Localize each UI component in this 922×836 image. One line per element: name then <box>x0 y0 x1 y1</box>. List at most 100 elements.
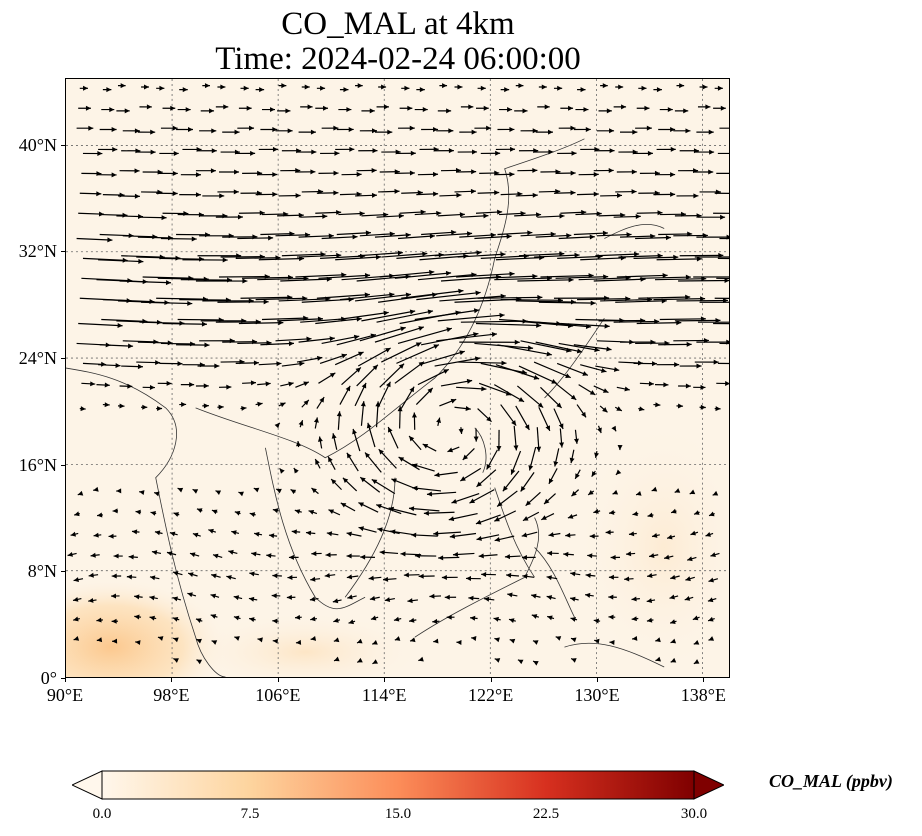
wind-vector <box>573 344 612 351</box>
wind-vector-head <box>204 342 210 348</box>
lat-tick-label: 0° <box>40 668 57 688</box>
wind-vector-head <box>368 575 374 581</box>
wind-vector-head <box>243 85 249 91</box>
wind-vector-head <box>165 280 172 286</box>
wind-vector-head <box>593 171 599 177</box>
wind-vector-head <box>471 129 477 135</box>
wind-vector-head <box>85 105 91 111</box>
wind-vector-head <box>405 292 412 298</box>
wind-vector <box>518 253 565 257</box>
wind-vector-head <box>469 498 476 504</box>
wind-vector-head <box>544 104 550 110</box>
wind-vector-head <box>631 616 637 622</box>
wind-vector-head <box>566 233 572 239</box>
wind-vector-head <box>521 554 527 560</box>
wind-vector-head <box>486 416 492 422</box>
wind-vector-head <box>384 597 391 603</box>
wind-vector <box>379 271 435 278</box>
wind-vector-head <box>93 486 99 492</box>
wind-vector-head <box>372 640 378 645</box>
wind-vector-head <box>600 368 607 373</box>
wind-vector-head <box>585 572 591 578</box>
wind-vector <box>595 253 640 257</box>
wind-vector-head <box>468 104 474 110</box>
wind-vector-head <box>172 571 179 576</box>
wind-vector-head <box>97 512 103 518</box>
wind-vector <box>495 364 540 380</box>
wind-vector-head <box>702 84 708 90</box>
wind-vector-head <box>131 529 138 535</box>
wind-vector-head <box>676 320 682 326</box>
wind-vector-head <box>196 659 203 665</box>
wind-vector-head <box>359 211 365 217</box>
wind-vector-head <box>328 509 335 515</box>
wind-vector <box>137 236 174 239</box>
wind-vector-head <box>310 616 316 622</box>
wind-vector-head <box>389 292 395 298</box>
wind-vector-head <box>398 363 405 369</box>
wind-vector-head <box>299 361 305 367</box>
wind-vector-head <box>456 639 462 645</box>
wind-vector-head <box>608 594 614 600</box>
wind-vector <box>417 273 477 281</box>
wind-vector <box>275 234 311 237</box>
wind-vector-head <box>149 575 156 581</box>
wind-vector-head <box>369 108 375 114</box>
wind-vector-head <box>343 87 349 93</box>
wind-vector-head <box>209 108 215 114</box>
wind-vector-head <box>458 428 464 434</box>
wind-vector-head <box>70 531 77 537</box>
wind-vector-head <box>568 277 574 283</box>
wind-vector-head <box>632 511 638 517</box>
wind-vector-head <box>465 576 472 582</box>
wind-vector <box>593 278 646 282</box>
wind-vector-head <box>104 402 110 408</box>
wind-vector-head <box>342 477 349 484</box>
wind-vector-head <box>357 83 363 89</box>
wind-vector-head <box>655 402 661 408</box>
wind-vector-head <box>352 428 357 435</box>
wind-vector-head <box>334 150 340 156</box>
wind-vector <box>439 295 506 302</box>
wind-vector-head <box>587 553 593 559</box>
wind-vector-head <box>134 193 140 199</box>
wind-vector-head <box>109 107 115 113</box>
wind-vector-head <box>686 341 692 347</box>
wind-vector-head <box>669 594 675 600</box>
wind-vector-head <box>631 189 637 195</box>
wind-vector-head <box>486 463 492 470</box>
wind-vector <box>558 342 600 352</box>
wind-vector-head <box>310 169 316 175</box>
wind-vector-head <box>357 638 363 644</box>
wind-vector-head <box>388 427 393 433</box>
wind-vector <box>414 309 480 321</box>
wind-vector-head <box>700 384 706 390</box>
wind-vector-head <box>341 353 347 359</box>
wind-vector <box>658 233 693 236</box>
wind-vector-head <box>383 576 389 582</box>
wind-vector-head <box>412 463 418 469</box>
wind-vector-head <box>361 382 367 389</box>
wind-vector <box>436 333 498 342</box>
wind-vector-head <box>693 659 700 664</box>
wind-vector <box>577 298 631 301</box>
wind-vector-head <box>364 292 370 298</box>
wind-vector-head <box>117 323 123 328</box>
wind-vector-head <box>481 386 487 392</box>
wind-vector-head <box>204 83 210 89</box>
wind-vector-head <box>442 83 448 89</box>
wind-vector-head <box>215 490 222 496</box>
wind-vector <box>242 276 294 279</box>
wind-vector-head <box>433 171 439 177</box>
wind-vector-head <box>456 192 462 198</box>
wind-vector-head <box>616 406 622 411</box>
wind-vector <box>434 357 481 367</box>
wind-vector-head <box>608 574 614 580</box>
wind-vector-head <box>536 322 542 328</box>
wind-vector <box>141 301 193 305</box>
wind-vector <box>520 340 572 352</box>
wind-vector-head <box>662 273 668 278</box>
wind-vector-head <box>345 385 351 392</box>
wind-vector-head <box>211 128 217 134</box>
wind-vector-head <box>646 598 653 603</box>
